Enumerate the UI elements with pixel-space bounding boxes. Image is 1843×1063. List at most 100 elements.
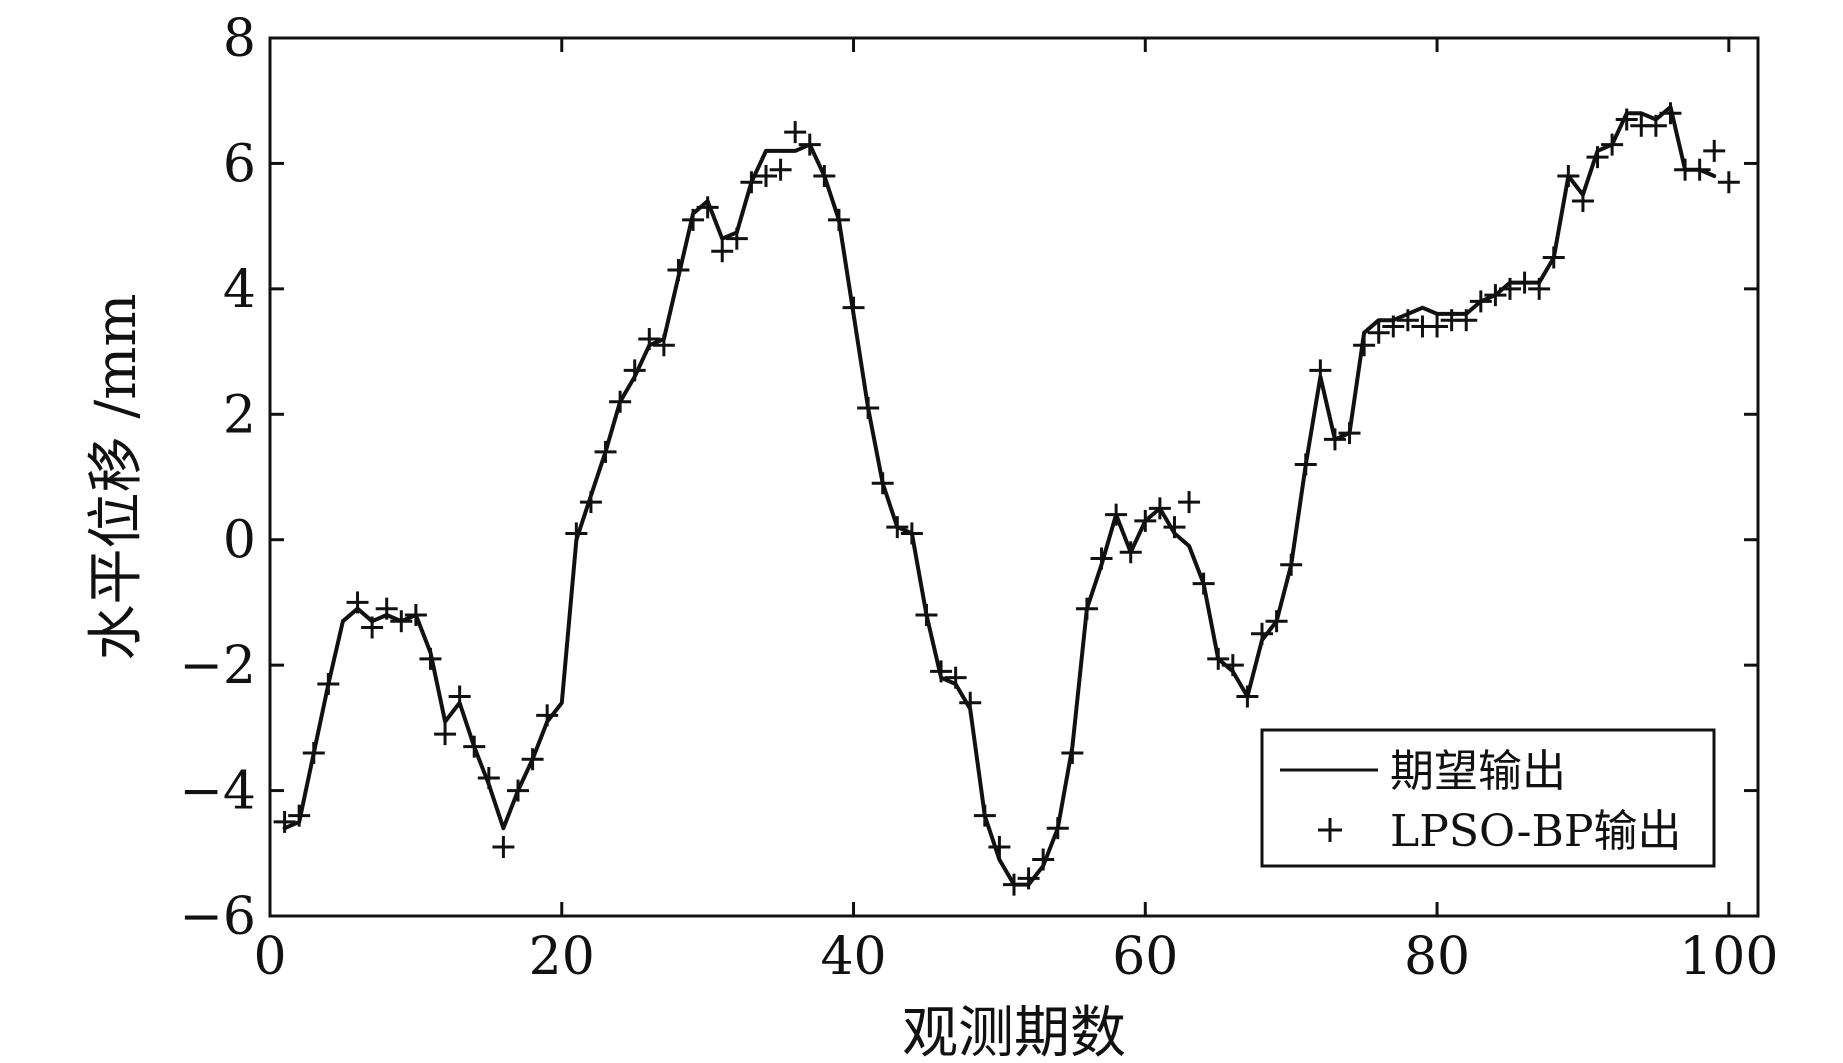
y-tick-label: −6 [179, 887, 256, 947]
series-line-path [282, 105, 1717, 887]
data-point-marker [477, 767, 500, 790]
data-point-marker [1601, 133, 1624, 156]
data-point-marker [871, 472, 894, 495]
data-point-marker [463, 735, 486, 758]
legend-label-expected: 期望输出 [1390, 746, 1566, 797]
data-point-marker [1309, 359, 1332, 382]
data-point-marker [959, 691, 982, 714]
data-point-marker [1659, 102, 1682, 125]
x-tick-label: 80 [1404, 927, 1470, 987]
x-axis-ticks: 0 20 40 60 80 100 [253, 38, 1778, 987]
data-point-marker [273, 810, 296, 833]
y-tick-label: 2 [223, 385, 256, 445]
data-point-marker [1236, 685, 1259, 708]
data-point-marker [915, 603, 938, 626]
data-point-marker [988, 836, 1011, 859]
legend-label-lpso-bp: LPSO-BP输出 [1390, 806, 1681, 857]
data-point-marker [390, 610, 413, 633]
data-point-marker [1134, 509, 1157, 532]
data-point-marker [1265, 610, 1288, 633]
data-point-marker [1003, 873, 1025, 896]
y-axis-title: 水平位移 /mm [84, 294, 149, 661]
data-point-marker [682, 208, 705, 231]
data-point-marker [769, 158, 792, 181]
y-axis-ticks: −6 −4 −2 0 2 4 6 8 [179, 9, 1758, 947]
x-tick-label: 20 [529, 927, 595, 987]
data-point-marker [1017, 867, 1040, 890]
data-point-marker [521, 748, 544, 771]
data-point-marker [696, 196, 719, 219]
data-point-marker [1032, 848, 1055, 871]
data-point-marker [827, 208, 850, 231]
data-point-marker [1717, 171, 1740, 194]
x-tick-label: 60 [1112, 927, 1178, 987]
data-point-marker [740, 171, 763, 194]
data-point-marker [1075, 597, 1098, 620]
data-point-marker [886, 516, 909, 539]
data-point-marker [973, 804, 996, 827]
data-point-marker [755, 164, 777, 187]
data-point-marker [1528, 277, 1551, 300]
legend: 期望输出 LPSO-BP输出 [1260, 728, 1716, 868]
data-point-marker [667, 259, 690, 282]
data-point-marker [857, 397, 880, 420]
data-point-marker [784, 121, 807, 144]
data-point-marker [1207, 647, 1230, 670]
data-point-marker [900, 522, 923, 545]
data-point-marker [1644, 114, 1667, 137]
data-point-marker [1542, 246, 1565, 269]
data-point-marker [1353, 334, 1376, 357]
data-point-marker [1367, 321, 1390, 344]
data-point-marker [638, 328, 661, 351]
x-tick-label: 100 [1679, 927, 1778, 987]
series-lpso-bp-output [273, 102, 1740, 896]
data-point-marker [1178, 491, 1201, 514]
data-point-marker [1469, 290, 1492, 313]
x-axis-title: 观测期数 [902, 1001, 1126, 1063]
data-point-marker [1105, 503, 1128, 526]
data-point-marker [1163, 516, 1186, 539]
data-point-marker [1513, 271, 1536, 294]
data-point-marker [1557, 164, 1580, 187]
legend-box [1260, 728, 1716, 868]
data-point-marker [594, 440, 617, 463]
data-point-marker [930, 660, 953, 683]
data-point-marker [1338, 422, 1361, 445]
data-point-marker [1426, 315, 1449, 338]
data-point-marker [1396, 309, 1419, 332]
y-tick-label: −4 [179, 762, 256, 822]
y-tick-label: 0 [223, 511, 256, 571]
data-point-marker [434, 723, 457, 746]
plot-area-frame [268, 36, 1760, 918]
y-tick-label: −2 [179, 636, 256, 696]
data-point-marker [1294, 453, 1317, 476]
data-point-marker [1615, 108, 1638, 131]
data-point-marker [1499, 277, 1521, 300]
data-point-marker [725, 227, 748, 250]
data-point-marker [1192, 572, 1215, 595]
data-point-marker [944, 666, 967, 689]
data-point-marker [492, 836, 515, 859]
data-point-marker [1046, 817, 1069, 840]
data-point-marker [565, 522, 588, 545]
data-point-marker [1571, 190, 1594, 213]
legend-marker-swatch [1318, 818, 1342, 842]
data-point-marker [375, 597, 398, 620]
data-point-marker [1703, 139, 1726, 162]
data-point-marker [711, 240, 734, 263]
data-point-marker [1119, 541, 1142, 564]
data-point-marker [1221, 654, 1244, 677]
data-point-marker [579, 491, 602, 514]
data-point-marker [1586, 146, 1609, 169]
data-point-marker [346, 591, 369, 614]
y-tick-label: 4 [223, 260, 256, 320]
data-point-marker [419, 647, 442, 670]
series-expected-output [282, 105, 1717, 887]
y-tick-label: 6 [223, 134, 256, 194]
data-point-marker [1688, 158, 1711, 181]
data-point-marker [798, 133, 821, 156]
data-point-marker [507, 779, 529, 802]
data-point-marker [842, 296, 865, 319]
data-point-marker [302, 741, 325, 764]
